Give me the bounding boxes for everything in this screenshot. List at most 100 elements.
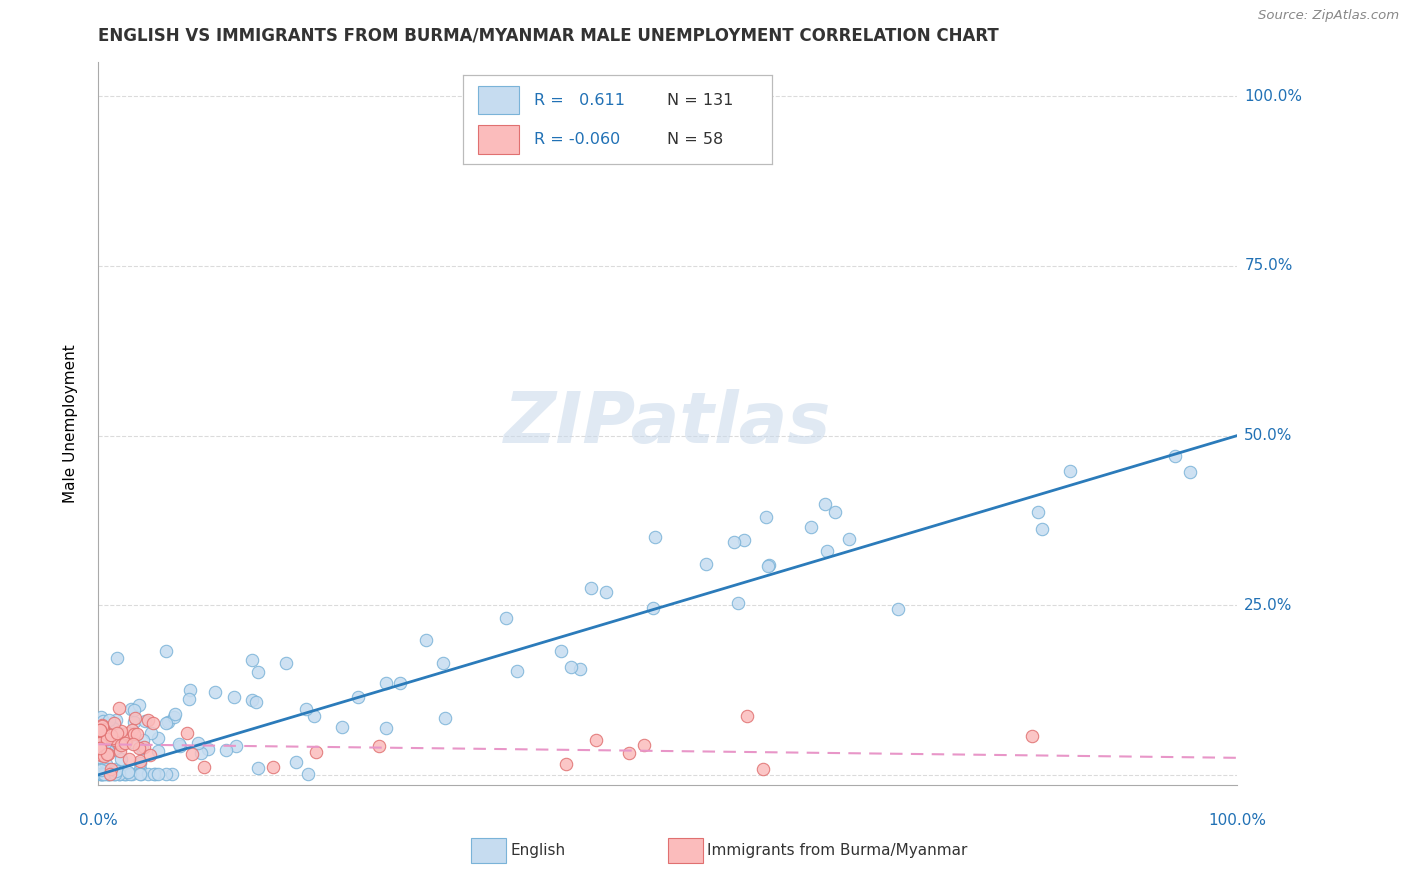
- Point: [735, 709, 758, 723]
- Point: [118, 752, 141, 766]
- Point: [108, 767, 131, 781]
- Point: [581, 581, 603, 595]
- Point: [246, 665, 269, 679]
- Point: [114, 735, 136, 749]
- Point: [91, 767, 114, 781]
- Point: [97, 767, 120, 781]
- Point: [374, 675, 396, 690]
- Point: [96, 762, 118, 776]
- Point: [245, 695, 267, 709]
- Point: [155, 767, 177, 781]
- Point: [108, 737, 131, 751]
- Text: N = 131: N = 131: [666, 93, 734, 108]
- Text: 100.0%: 100.0%: [1244, 89, 1302, 103]
- Text: 0.0%: 0.0%: [79, 814, 118, 828]
- Point: [104, 743, 127, 757]
- Point: [1021, 729, 1043, 743]
- Point: [633, 738, 655, 752]
- Point: [91, 714, 114, 728]
- Point: [115, 767, 138, 781]
- Point: [94, 730, 117, 744]
- Point: [157, 715, 180, 730]
- Point: [555, 756, 578, 771]
- Point: [91, 717, 114, 731]
- Point: [129, 767, 152, 781]
- Text: 50.0%: 50.0%: [1244, 428, 1292, 443]
- Point: [136, 714, 159, 728]
- Point: [506, 664, 529, 678]
- Point: [434, 711, 457, 725]
- Point: [121, 723, 143, 738]
- Point: [101, 767, 124, 781]
- Point: [758, 558, 780, 572]
- Point: [97, 767, 120, 781]
- Point: [89, 767, 111, 781]
- Point: [104, 767, 127, 781]
- Point: [103, 731, 125, 746]
- Point: [758, 558, 780, 573]
- Point: [122, 727, 145, 741]
- Point: [1164, 449, 1187, 463]
- Point: [104, 732, 127, 747]
- Text: ENGLISH VS IMMIGRANTS FROM BURMA/MYANMAR MALE UNEMPLOYMENT CORRELATION CHART: ENGLISH VS IMMIGRANTS FROM BURMA/MYANMAR…: [98, 27, 1000, 45]
- Point: [105, 764, 128, 778]
- Point: [1031, 522, 1053, 536]
- Point: [887, 602, 910, 616]
- Point: [105, 651, 128, 665]
- Point: [103, 767, 125, 781]
- Point: [132, 732, 155, 747]
- Point: [121, 735, 143, 749]
- Point: [97, 743, 120, 757]
- Point: [104, 763, 127, 777]
- Point: [305, 745, 328, 759]
- Point: [838, 532, 860, 546]
- Text: N = 58: N = 58: [666, 132, 723, 147]
- Point: [284, 755, 307, 769]
- Point: [110, 723, 132, 738]
- Point: [96, 732, 118, 747]
- Point: [139, 725, 162, 739]
- Point: [179, 683, 201, 698]
- Point: [129, 762, 152, 776]
- Point: [90, 767, 112, 781]
- Point: [90, 719, 112, 733]
- Point: [262, 760, 284, 774]
- Text: 25.0%: 25.0%: [1244, 598, 1292, 613]
- Point: [89, 723, 111, 738]
- Point: [97, 767, 120, 781]
- Point: [114, 767, 136, 781]
- Point: [247, 761, 270, 775]
- Point: [117, 726, 139, 740]
- Point: [643, 601, 665, 615]
- Point: [124, 711, 146, 725]
- Point: [240, 693, 263, 707]
- Point: [118, 767, 141, 781]
- Point: [142, 715, 165, 730]
- Text: English: English: [510, 843, 565, 857]
- Point: [240, 652, 263, 666]
- Point: [101, 729, 124, 743]
- Text: Source: ZipAtlas.com: Source: ZipAtlas.com: [1258, 9, 1399, 22]
- Point: [1178, 465, 1201, 479]
- Point: [814, 497, 837, 511]
- Point: [121, 767, 143, 781]
- Point: [115, 734, 138, 748]
- Point: [122, 737, 145, 751]
- Point: [103, 721, 125, 735]
- Point: [90, 747, 112, 762]
- Point: [368, 739, 391, 753]
- Point: [108, 767, 131, 781]
- Point: [97, 764, 120, 779]
- Point: [90, 747, 112, 762]
- Point: [117, 764, 139, 779]
- Point: [107, 767, 129, 781]
- Point: [112, 767, 135, 781]
- Point: [752, 762, 775, 776]
- Point: [94, 766, 117, 780]
- Point: [89, 741, 111, 756]
- Point: [800, 520, 823, 534]
- Point: [585, 733, 607, 747]
- Point: [89, 742, 111, 756]
- Point: [103, 715, 125, 730]
- Point: [723, 535, 745, 549]
